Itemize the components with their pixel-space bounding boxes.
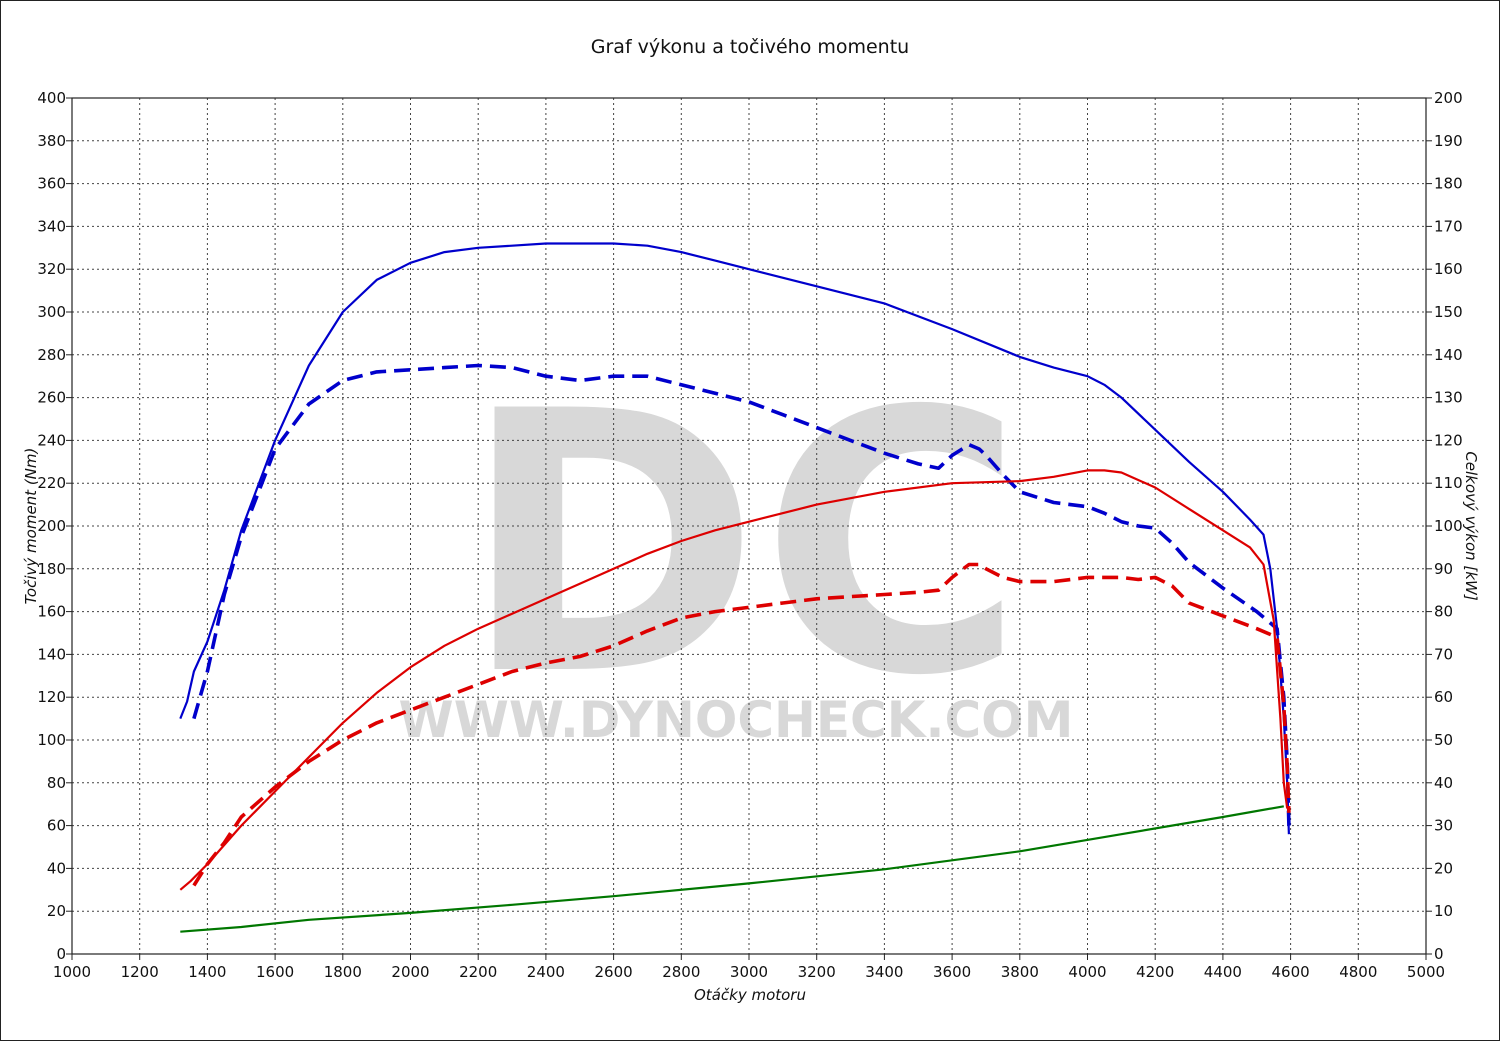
y-axis-right: 0 10 20 30 40 50 60 70 80 90 100 110 120 130 140 150 160… [1426,89,1463,963]
y-right-tick-label: 170 [1434,217,1463,235]
x-tick-label: 4000 [1068,963,1106,981]
y-left-tick-label: 340 [37,217,66,235]
x-tick-label: 3200 [798,963,836,981]
watermark-url: WWW.DYNOCHECK.COM [399,691,1074,749]
y-right-tick-label: 60 [1434,688,1453,706]
y-left-tick-label: 60 [47,817,66,835]
x-tick-label: 2200 [459,963,497,981]
x-tick-label: 1800 [324,963,362,981]
x-tick-label: 1000 [53,963,91,981]
x-tick-label: 3000 [730,963,768,981]
x-tick-label: 2000 [391,963,429,981]
y-right-tick-label: 50 [1434,731,1453,749]
y-left-tick-label: 120 [37,688,66,706]
y-left-tick-label: 20 [47,902,66,920]
y-left-tick-label: 140 [37,645,66,663]
y-axis-right-label: Celkový výkon [kW] [1462,451,1480,601]
y-left-tick-label: 360 [37,175,66,193]
y-right-tick-label: 80 [1434,603,1453,621]
x-tick-label: 2600 [595,963,633,981]
x-tick-label: 3400 [865,963,903,981]
x-tick-label: 3800 [1001,963,1039,981]
y-left-tick-label: 160 [37,603,66,621]
y-left-tick-label: 320 [37,260,66,278]
y-left-tick-label: 260 [37,389,66,407]
y-right-tick-label: 0 [1434,945,1444,963]
x-tick-label: 4400 [1204,963,1242,981]
y-right-tick-label: 200 [1434,89,1463,107]
series-line-5 [180,805,1284,933]
grid [72,98,1426,954]
y-right-tick-label: 100 [1434,517,1463,535]
y-right-tick-label: 90 [1434,560,1453,578]
y-left-tick-label: 400 [37,89,66,107]
y-right-tick-label: 150 [1434,303,1463,321]
watermark: DC WWW.DYNOCHECK.COM [399,335,1074,754]
y-axis-left: 0 20 40 60 80 100 120 140 160 180 200 220 240 260 280 3… [37,89,72,963]
series-line-3 [179,469,1289,891]
y-right-tick-label: 110 [1434,474,1463,492]
x-tick-label: 2800 [662,963,700,981]
x-tick-label: 4200 [1136,963,1174,981]
y-right-tick-label: 40 [1434,774,1453,792]
y-left-tick-label: 380 [37,132,66,150]
x-tick-label: 1200 [121,963,159,981]
x-tick-label: 4800 [1339,963,1377,981]
y-right-tick-label: 130 [1434,389,1463,407]
series-line-1 [179,242,1290,835]
y-right-tick-label: 190 [1434,132,1463,150]
x-axis: 1000 1200 1400 1600 1800 2000 2200 2400 2600 2800… [53,954,1445,981]
x-tick-label: 3600 [933,963,971,981]
y-right-tick-label: 10 [1434,902,1453,920]
y-right-tick-label: 30 [1434,817,1453,835]
watermark-letters: DC [461,335,1024,754]
series-line-4 [192,562,1291,887]
x-axis-label: Otáčky motoru [694,986,806,1004]
y-left-tick-label: 280 [37,346,66,364]
x-tick-label: 2400 [527,963,565,981]
y-left-tick-label: 40 [47,859,66,877]
x-tick-label: 4600 [1272,963,1310,981]
x-tick-label: 1600 [256,963,294,981]
chart-title: Graf výkonu a točivého momentu [591,36,909,58]
y-left-tick-label: 300 [37,303,66,321]
y-axis-left-label: Točivý moment (Nm) [22,448,40,605]
y-left-tick-label: 100 [37,731,66,749]
y-left-tick-label: 220 [37,474,66,492]
y-left-tick-label: 80 [47,774,66,792]
y-right-tick-label: 20 [1434,859,1453,877]
series-group [179,242,1291,933]
x-tick-label: 1400 [188,963,226,981]
y-left-tick-label: 200 [37,517,66,535]
y-left-tick-label: 0 [56,945,66,963]
series-line-2 [192,363,1291,826]
x-tick-label: 5000 [1407,963,1445,981]
y-right-tick-label: 70 [1434,645,1453,663]
y-left-tick-label: 240 [37,431,66,449]
y-right-tick-label: 180 [1434,175,1463,193]
y-right-tick-label: 120 [1434,431,1463,449]
y-right-tick-label: 160 [1434,260,1463,278]
y-left-tick-label: 180 [37,560,66,578]
y-right-tick-label: 140 [1434,346,1463,364]
